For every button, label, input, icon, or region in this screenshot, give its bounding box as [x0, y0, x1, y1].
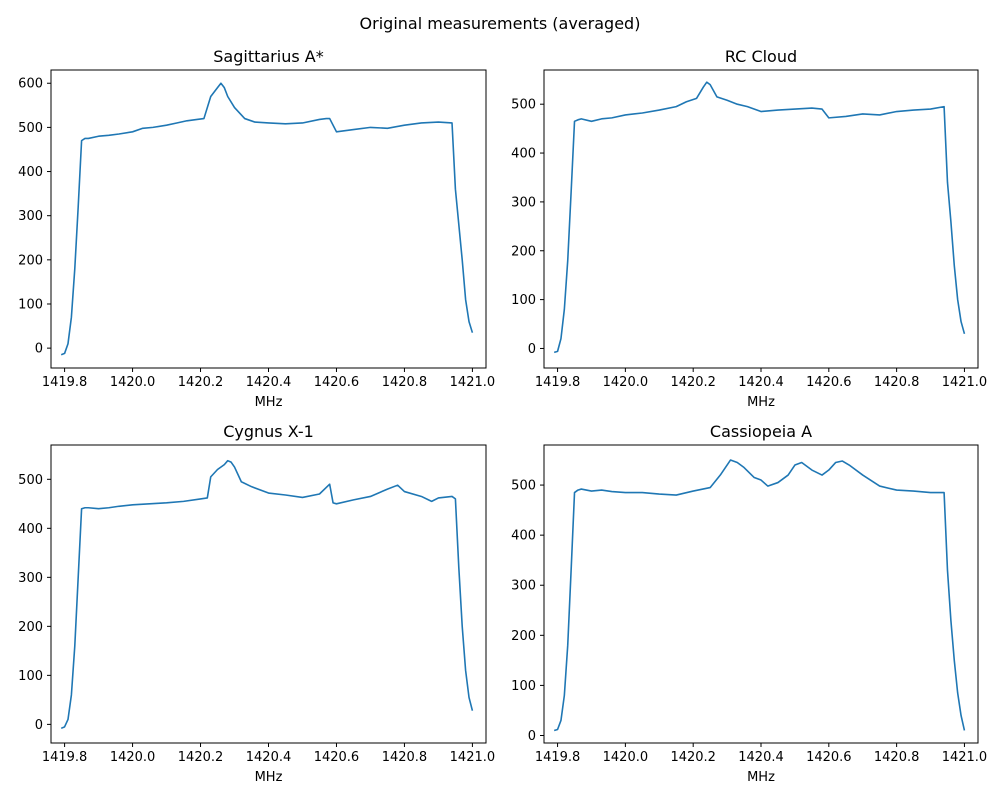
- x-tick-label: 1421.0: [942, 750, 988, 765]
- series-line: [553, 81, 966, 354]
- series-line: [60, 82, 474, 356]
- y-tick-label: 100: [18, 297, 43, 312]
- series-line: [60, 459, 474, 730]
- y-tick-label: 200: [511, 629, 536, 644]
- x-tick-label: 1420.0: [603, 375, 649, 390]
- x-tick-label: 1419.8: [42, 375, 88, 390]
- x-tick-label: 1420.6: [806, 375, 852, 390]
- x-tick-label: 1419.8: [535, 750, 581, 765]
- x-tick-label: 1420.0: [110, 375, 156, 390]
- x-axis-label: MHz: [747, 395, 775, 410]
- subplot-title: Sagittarius A*: [213, 47, 323, 66]
- y-tick-label: 500: [18, 121, 43, 136]
- x-tick-label: 1419.8: [42, 750, 88, 765]
- y-tick-label: 300: [511, 195, 536, 210]
- x-tick-label: 1420.4: [246, 750, 292, 765]
- y-tick-label: 500: [511, 98, 536, 113]
- y-tick-label: 500: [511, 479, 536, 494]
- y-tick-label: 200: [18, 253, 43, 268]
- x-tick-label: 1420.0: [110, 750, 156, 765]
- x-tick-label: 1420.4: [738, 375, 784, 390]
- y-tick-label: 400: [511, 529, 536, 544]
- subplot-grid: Sagittarius A* 1419.8 1420.0 1420.2 1420.4 14…: [18, 47, 987, 785]
- subplot-title: Cygnus X-1: [223, 422, 314, 441]
- y-tick-label: 200: [511, 244, 536, 259]
- y-tick-label: 0: [35, 718, 43, 733]
- y-tick-label: 100: [511, 293, 536, 308]
- y-tick-label: 0: [528, 729, 536, 744]
- y-tick-label: 300: [511, 579, 536, 594]
- x-tick-label: 1420.0: [603, 750, 649, 765]
- x-axis-label: MHz: [255, 395, 283, 410]
- y-tick-label: 0: [528, 342, 536, 357]
- x-tick-label: 1420.2: [178, 375, 224, 390]
- x-axis-label: MHz: [255, 770, 283, 785]
- subplot-1: Sagittarius A* 1419.8 1420.0 1420.2 1420.4 14…: [18, 47, 495, 410]
- y-tick-label: 0: [35, 342, 43, 357]
- subplot-2: RC Cloud 1419.8 1420.0 1420.2 1420.4 1420.6 14…: [511, 47, 987, 410]
- axes-frame: [543, 444, 979, 744]
- x-tick-label: 1421.0: [450, 375, 496, 390]
- x-tick-label: 1420.6: [806, 750, 852, 765]
- subplot-3: Cygnus X-1 1419.8 1420.0 1420.2 1420.4 1420.6…: [18, 422, 495, 785]
- x-tick-label: 1420.2: [178, 750, 224, 765]
- x-tick-label: 1420.2: [670, 375, 716, 390]
- subplot-title: RC Cloud: [725, 47, 797, 66]
- y-tick-label: 300: [18, 571, 43, 586]
- y-tick-label: 400: [18, 522, 43, 537]
- y-tick-label: 600: [18, 77, 43, 92]
- x-axis-label: MHz: [747, 770, 775, 785]
- x-tick-label: 1420.8: [382, 375, 428, 390]
- axes-frame: [50, 69, 487, 369]
- x-tick-label: 1420.8: [874, 375, 920, 390]
- figure-title: Original measurements (averaged): [360, 14, 641, 33]
- x-tick-label: 1420.4: [738, 750, 784, 765]
- y-tick-label: 300: [18, 209, 43, 224]
- x-tick-label: 1420.6: [314, 375, 360, 390]
- y-tick-label: 400: [511, 147, 536, 162]
- y-tick-label: 100: [18, 669, 43, 684]
- y-tick-label: 100: [511, 679, 536, 694]
- x-tick-label: 1420.2: [670, 750, 716, 765]
- x-tick-label: 1420.8: [382, 750, 428, 765]
- x-tick-label: 1421.0: [942, 375, 988, 390]
- series-line: [553, 459, 966, 732]
- x-tick-label: 1420.8: [874, 750, 920, 765]
- axes-frame: [50, 444, 487, 744]
- x-tick-label: 1420.6: [314, 750, 360, 765]
- subplot-4: Cassiopeia A 1419.8 1420.0 1420.2 1420.4 1420…: [511, 422, 987, 785]
- y-tick-label: 500: [18, 473, 43, 488]
- y-tick-label: 200: [18, 620, 43, 635]
- axes-frame: [543, 69, 979, 369]
- subplot-title: Cassiopeia A: [710, 422, 812, 441]
- x-tick-label: 1420.4: [246, 375, 292, 390]
- x-tick-label: 1421.0: [450, 750, 496, 765]
- y-tick-label: 400: [18, 165, 43, 180]
- x-tick-label: 1419.8: [535, 375, 581, 390]
